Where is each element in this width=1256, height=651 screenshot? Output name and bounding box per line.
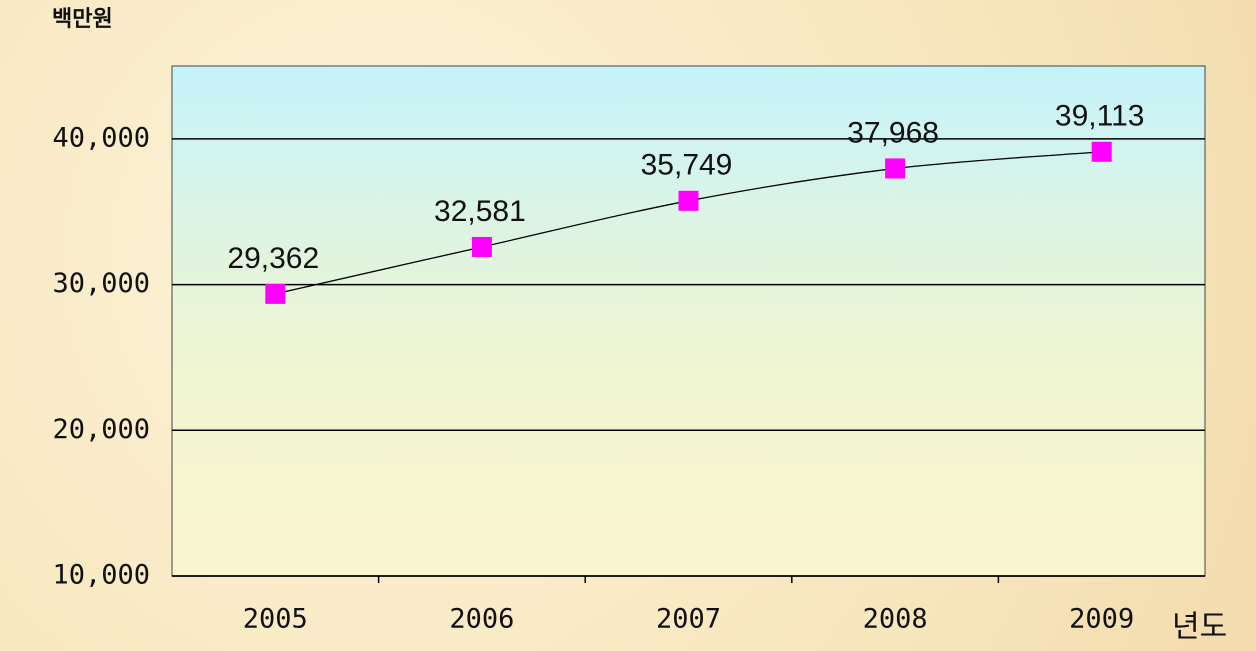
y-tick-label: 40,000 <box>52 122 150 153</box>
data-label: 39,113 <box>1055 100 1145 133</box>
y-tick-label: 10,000 <box>52 560 150 591</box>
x-tick-label: 2005 <box>243 604 308 635</box>
marker <box>265 283 286 304</box>
y-tick-label: 30,000 <box>52 268 150 299</box>
marker <box>471 236 492 257</box>
marker <box>1091 141 1112 162</box>
marker <box>678 190 699 211</box>
x-tick-label: 2007 <box>656 604 721 635</box>
data-label: 32,581 <box>434 195 526 228</box>
plot-area <box>171 65 1206 577</box>
x-tick-label: 2008 <box>863 604 928 635</box>
x-tick-label: 2009 <box>1069 604 1134 635</box>
y-axis-label: 백만원 <box>52 7 113 32</box>
x-axis-label: 년도 <box>1172 610 1227 645</box>
data-label: 29,362 <box>227 242 319 275</box>
x-tick-label: 2006 <box>449 604 514 635</box>
y-tick-label: 20,000 <box>52 414 150 445</box>
marker <box>885 158 906 179</box>
data-label: 37,968 <box>847 116 939 149</box>
data-label: 35,749 <box>641 149 733 182</box>
